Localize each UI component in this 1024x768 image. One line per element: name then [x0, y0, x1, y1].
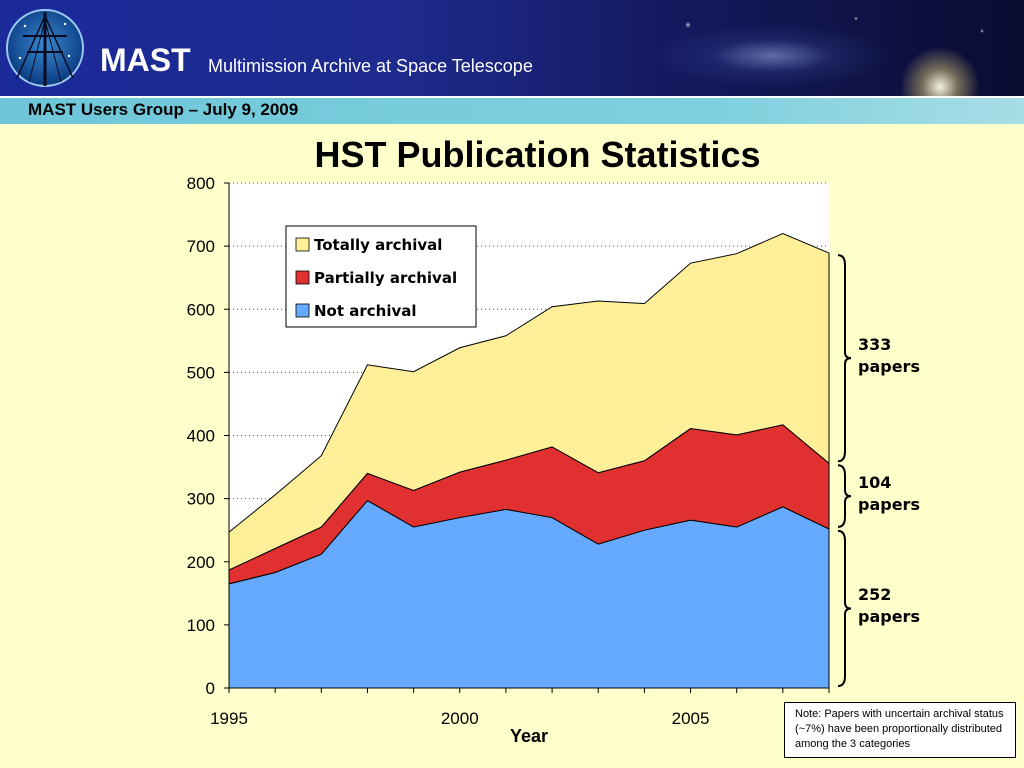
area-series — [228, 232, 830, 689]
x-tick-label: 2000 — [441, 709, 479, 728]
x-tick-labels: 1995 2000 2005 — [210, 709, 709, 728]
axes — [224, 182, 830, 693]
brace-unit: papers — [858, 607, 920, 627]
brand-subtitle: Multimission Archive at Space Telescope — [208, 56, 533, 76]
strip-divider — [0, 96, 1024, 98]
brace-partially-archival — [837, 464, 852, 528]
legend-label: Partially archival — [314, 269, 457, 287]
header-banner: MAST Multimission Archive at Space Teles… — [0, 0, 1024, 96]
brace-unit: papers — [858, 495, 920, 515]
brace-not-archival — [837, 529, 852, 687]
y-tick-label: 0 — [206, 679, 215, 698]
legend-label: Totally archival — [314, 236, 442, 254]
area-totally-archival — [228, 232, 830, 571]
brace-totally-archival — [837, 254, 852, 463]
brace-label-totally-archival: 333 papers — [858, 334, 920, 378]
legend: Totally archival Partially archival Not ar… — [285, 225, 477, 328]
y-tick-label: 400 — [187, 427, 215, 446]
legend-label: Not archival — [314, 302, 417, 320]
x-tick-label: 1995 — [210, 709, 248, 728]
chart-title: HST Publication Statistics — [314, 134, 761, 175]
subtitle-strip — [0, 96, 1024, 124]
note-box: Note: Papers with uncertain archival sta… — [784, 702, 1016, 758]
legend-swatch — [295, 237, 310, 252]
brace-count: 104 — [858, 473, 892, 493]
brace-count: 333 — [858, 335, 892, 355]
legend-box — [285, 225, 477, 328]
y-tick-label: 200 — [187, 553, 215, 572]
x-tick-label: 2005 — [672, 709, 710, 728]
y-tick-label: 600 — [187, 300, 215, 319]
galaxy-image — [604, 0, 1024, 96]
mast-logo-icon — [6, 9, 84, 87]
y-tick-label: 800 — [187, 174, 215, 193]
meeting-subtitle: MAST Users Group – July 9, 2009 — [28, 100, 299, 119]
legend-swatch — [295, 270, 310, 285]
brace-label-not-archival: 252 papers — [858, 584, 920, 628]
y-tick-label: 300 — [187, 490, 215, 509]
brace-unit: papers — [858, 357, 920, 377]
y-tick-label: 100 — [187, 616, 215, 635]
brand-name: MAST — [100, 42, 191, 78]
braces — [837, 254, 852, 687]
y-tick-label: 700 — [187, 237, 215, 256]
x-axis-label: Year — [510, 726, 548, 746]
brace-label-partially-archival: 104 papers — [858, 472, 920, 516]
y-tick-labels: 0 100 200 300 400 500 600 700 800 — [187, 174, 215, 698]
legend-swatch — [295, 303, 310, 318]
y-tick-label: 500 — [187, 363, 215, 382]
brace-count: 252 — [858, 585, 892, 605]
